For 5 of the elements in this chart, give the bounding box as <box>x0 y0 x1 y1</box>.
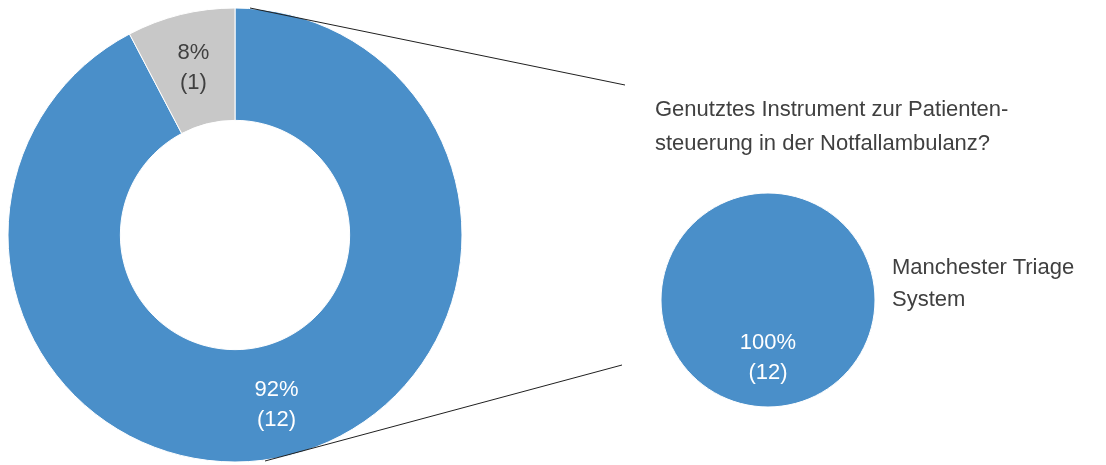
data-label: 92% (12) <box>254 376 299 432</box>
slice-label: Manchester Triage System <box>892 253 1081 311</box>
chart-title: Genutztes Instrument zur Patienten- steuerung in der Notfallambulanz? <box>655 95 1009 155</box>
data-label: 100% (12) <box>739 329 797 384</box>
data-label: 8% (1) <box>177 38 210 94</box>
